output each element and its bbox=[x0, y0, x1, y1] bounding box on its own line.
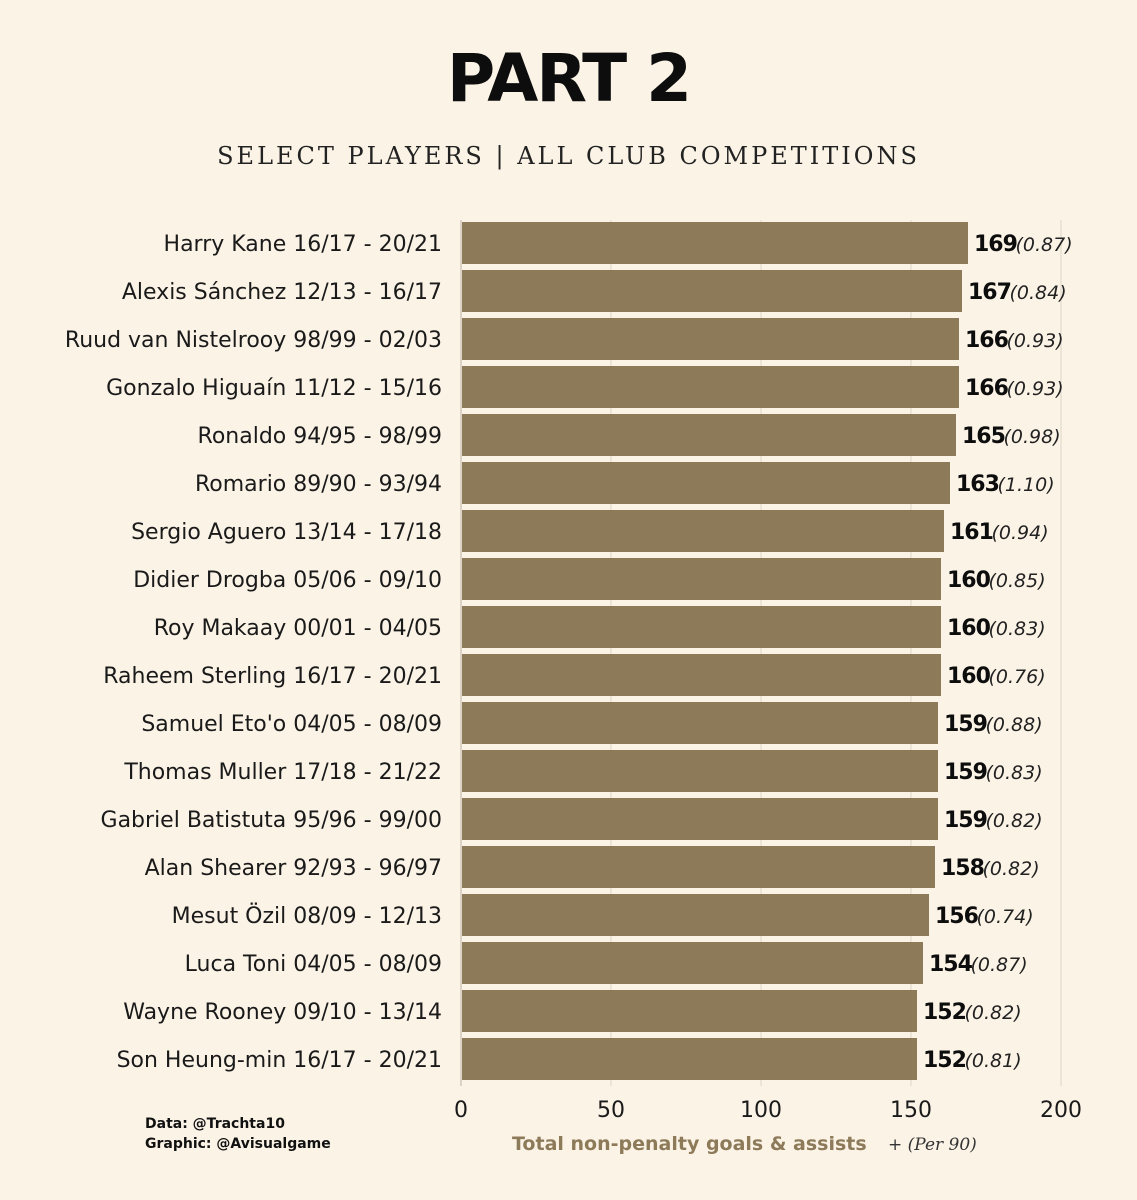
value-label-4: 165 bbox=[962, 424, 1005, 449]
x-tick-label-0: 0 bbox=[454, 1098, 468, 1123]
category-label-16: Wayne Rooney 09/10 - 13/14 bbox=[123, 1000, 442, 1025]
data-credit: Data: @Trachta10 bbox=[145, 1116, 285, 1132]
value-label-0: 169 bbox=[974, 232, 1017, 257]
category-label-13: Alan Shearer 92/93 - 96/97 bbox=[145, 856, 442, 881]
value-label-17: 152 bbox=[923, 1048, 966, 1073]
bar-8 bbox=[462, 606, 941, 648]
per90-label-2: (0.93) bbox=[1007, 330, 1064, 352]
bar-3 bbox=[462, 366, 959, 408]
category-label-7: Didier Drogba 05/06 - 09/10 bbox=[133, 568, 442, 593]
bar-14 bbox=[462, 894, 929, 936]
bar-4 bbox=[462, 414, 956, 456]
bar-7 bbox=[462, 558, 941, 600]
value-label-9: 160 bbox=[947, 664, 991, 689]
value-label-12: 159 bbox=[944, 808, 987, 833]
category-label-1: Alexis Sánchez 12/13 - 16/17 bbox=[122, 280, 442, 305]
value-label-11: 159 bbox=[944, 760, 987, 785]
bar-12 bbox=[462, 798, 938, 840]
category-label-9: Raheem Sterling 16/17 - 20/21 bbox=[103, 664, 442, 689]
per90-label-15: (0.87) bbox=[971, 954, 1028, 976]
value-label-16: 152 bbox=[923, 1000, 966, 1025]
per90-label-12: (0.82) bbox=[986, 810, 1043, 832]
bar-5 bbox=[462, 462, 950, 504]
per90-label-7: (0.85) bbox=[989, 570, 1046, 592]
per90-label-10: (0.88) bbox=[986, 714, 1043, 736]
category-label-2: Ruud van Nistelrooy 98/99 - 02/03 bbox=[65, 328, 442, 353]
per90-label-16: (0.82) bbox=[965, 1002, 1022, 1024]
category-label-12: Gabriel Batistuta 95/96 - 99/00 bbox=[101, 808, 442, 833]
value-label-3: 166 bbox=[965, 376, 1009, 401]
value-label-15: 154 bbox=[929, 952, 973, 977]
category-label-14: Mesut Özil 08/09 - 12/13 bbox=[172, 903, 442, 929]
category-label-17: Son Heung-min 16/17 - 20/21 bbox=[117, 1048, 442, 1073]
bar-0 bbox=[462, 222, 968, 264]
per90-label-17: (0.81) bbox=[965, 1050, 1022, 1072]
category-label-15: Luca Toni 04/05 - 08/09 bbox=[185, 952, 442, 977]
page-title: PART 2 bbox=[446, 40, 692, 117]
per90-label-13: (0.82) bbox=[983, 858, 1040, 880]
bar-17 bbox=[462, 1038, 917, 1080]
bar-15 bbox=[462, 942, 923, 984]
category-label-10: Samuel Eto'o 04/05 - 08/09 bbox=[141, 712, 442, 737]
value-label-2: 166 bbox=[965, 328, 1009, 353]
value-label-10: 159 bbox=[944, 712, 987, 737]
bar-6 bbox=[462, 510, 944, 552]
category-label-5: Romario 89/90 - 93/94 bbox=[195, 472, 442, 497]
per90-label-6: (0.94) bbox=[992, 522, 1049, 544]
bar-13 bbox=[462, 846, 935, 888]
bar-2 bbox=[462, 318, 959, 360]
value-label-5: 163 bbox=[956, 472, 999, 497]
x-tick-label-2: 100 bbox=[740, 1098, 782, 1123]
bar-1 bbox=[462, 270, 962, 312]
value-label-13: 158 bbox=[941, 856, 984, 881]
per90-label-11: (0.83) bbox=[986, 762, 1043, 784]
per90-label-9: (0.76) bbox=[989, 666, 1046, 688]
category-label-8: Roy Makaay 00/01 - 04/05 bbox=[154, 616, 442, 641]
category-label-3: Gonzalo Higuaín 11/12 - 15/16 bbox=[106, 376, 442, 401]
value-label-1: 167 bbox=[968, 280, 1011, 305]
x-axis-label: Total non-penalty goals & assists bbox=[512, 1133, 867, 1155]
x-axis-label-suffix: + (Per 90) bbox=[888, 1135, 977, 1155]
bar-9 bbox=[462, 654, 941, 696]
credits: Data: @Trachta10 Graphic: @Avisualgame bbox=[145, 1114, 331, 1154]
value-label-14: 156 bbox=[935, 904, 979, 929]
x-tick-label-1: 50 bbox=[597, 1098, 625, 1123]
per90-label-14: (0.74) bbox=[977, 906, 1034, 928]
category-label-11: Thomas Muller 17/18 - 21/22 bbox=[123, 760, 442, 785]
category-label-0: Harry Kane 16/17 - 20/21 bbox=[164, 232, 442, 257]
per90-label-8: (0.83) bbox=[989, 618, 1046, 640]
graphic-credit: Graphic: @Avisualgame bbox=[145, 1136, 331, 1152]
per90-label-3: (0.93) bbox=[1007, 378, 1064, 400]
bar-11 bbox=[462, 750, 938, 792]
value-label-6: 161 bbox=[950, 520, 993, 545]
bar-10 bbox=[462, 702, 938, 744]
per90-label-5: (1.10) bbox=[998, 474, 1055, 496]
category-label-6: Sergio Aguero 13/14 - 17/18 bbox=[131, 520, 442, 545]
x-tick-label-4: 200 bbox=[1040, 1098, 1082, 1123]
per90-label-0: (0.87) bbox=[1016, 234, 1073, 256]
per90-label-1: (0.84) bbox=[1010, 282, 1067, 304]
value-label-8: 160 bbox=[947, 616, 991, 641]
category-label-4: Ronaldo 94/95 - 98/99 bbox=[198, 424, 442, 449]
per90-label-4: (0.98) bbox=[1004, 426, 1061, 448]
page-subtitle: SELECT PLAYERS | ALL CLUB COMPETITIONS bbox=[217, 142, 920, 170]
x-tick-label-3: 150 bbox=[890, 1098, 932, 1123]
bar-16 bbox=[462, 990, 917, 1032]
value-label-7: 160 bbox=[947, 568, 991, 593]
